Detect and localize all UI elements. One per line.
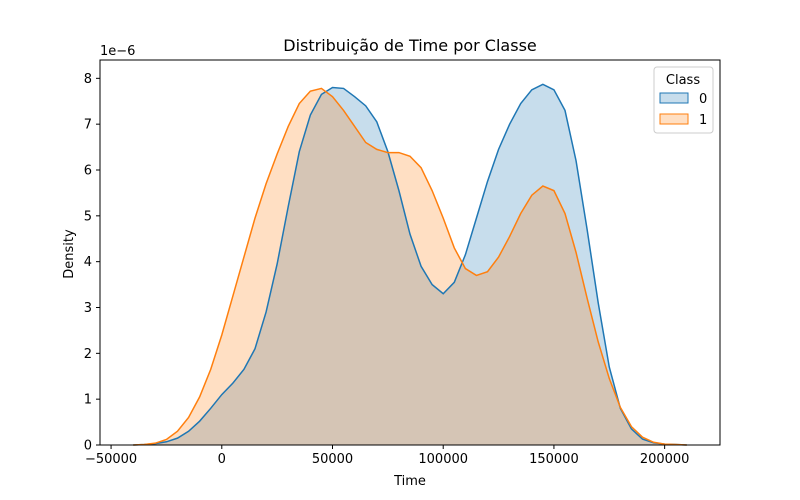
x-axis-label: Time <box>393 474 426 489</box>
legend-title: Class <box>666 73 700 88</box>
series-fills <box>133 84 687 446</box>
x-tick-label: 0 <box>218 452 226 467</box>
series-lines <box>133 83 687 446</box>
series-layer <box>133 83 687 446</box>
y-tick-label: 1 <box>84 393 92 408</box>
legend-box <box>653 66 714 134</box>
legend-swatch-class-0 <box>659 92 689 104</box>
legend-swatch-class-1 <box>659 113 689 125</box>
y-tick-label: 8 <box>84 72 92 87</box>
chart-title: Distribuição de Time por Classe <box>283 36 537 55</box>
legend-label-class-0: 0 <box>699 92 707 107</box>
x-tick-label: 50000 <box>312 452 353 467</box>
density-line-class-1 <box>133 87 687 446</box>
density-area-class-0 <box>133 84 687 445</box>
legend-label-class-1: 1 <box>699 113 707 128</box>
y-tick-label: 6 <box>84 164 92 179</box>
y-tick-label: 2 <box>84 347 92 362</box>
density-line-class-0 <box>133 83 687 446</box>
x-tick-label: 100000 <box>418 452 468 467</box>
axes-frame <box>99 59 721 446</box>
x-tick-label: 200000 <box>640 452 690 467</box>
legend: Class 01 <box>653 66 714 134</box>
density-area-class-1 <box>133 88 687 446</box>
y-tick-label: 0 <box>84 439 92 454</box>
x-axis: −50000 0 50000 100000 150000 200000 <box>85 445 690 467</box>
legend-entries: 01 <box>659 92 707 128</box>
y-offset-label: 1e−6 <box>100 44 135 59</box>
y-tick-label: 7 <box>84 118 92 133</box>
x-tick-label: 150000 <box>529 452 579 467</box>
y-tick-label: 5 <box>84 209 92 224</box>
x-tick-label: −50000 <box>85 452 137 467</box>
y-axis: 0 1 2 3 4 5 6 7 8 <box>84 72 100 454</box>
y-axis-label: Density <box>62 229 77 279</box>
y-tick-label: 4 <box>84 255 92 270</box>
y-tick-label: 3 <box>84 301 92 316</box>
